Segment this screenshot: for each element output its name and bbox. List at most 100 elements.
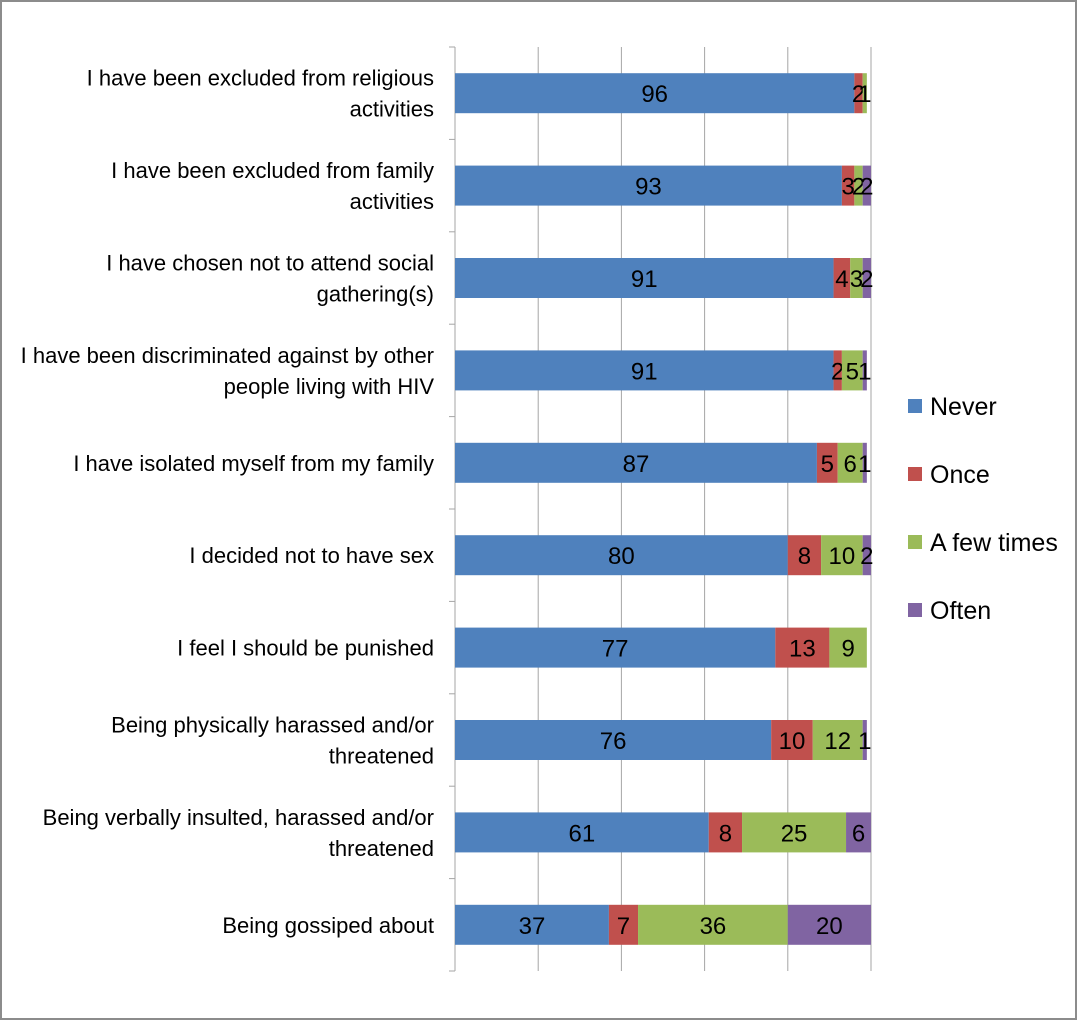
legend: Never Once A few times Often xyxy=(908,393,1058,625)
bar-segment xyxy=(862,720,867,760)
bar-segment xyxy=(862,442,867,483)
category-label: threatened xyxy=(329,836,434,861)
bar-segment xyxy=(837,442,863,483)
category-label: threatened xyxy=(329,744,434,769)
bar-segment xyxy=(455,627,776,668)
category-label: I have chosen not to attend social xyxy=(106,251,434,276)
data-label: 5 xyxy=(821,451,834,478)
bar-segment xyxy=(862,535,871,576)
bar-segment xyxy=(850,258,863,298)
bar-segment xyxy=(455,258,834,298)
category-labels: I have been excluded from religious activ… xyxy=(21,66,435,938)
data-label: 6 xyxy=(844,451,857,478)
data-label: 10 xyxy=(829,543,856,570)
data-label: 37 xyxy=(519,913,546,940)
category-label: I have been excluded from family xyxy=(111,158,434,183)
data-label: 6 xyxy=(852,820,865,847)
bar-segment xyxy=(775,627,830,668)
data-label: 1 xyxy=(858,81,871,108)
bar-segment xyxy=(455,165,842,206)
category-label: Being physically harassed and/or xyxy=(111,713,434,738)
bar-segment xyxy=(742,812,847,853)
data-label: 80 xyxy=(608,543,635,570)
category-label: I have been excluded from religious xyxy=(87,66,434,91)
data-label: 9 xyxy=(841,636,854,663)
bar-segment xyxy=(787,904,871,945)
category-axis xyxy=(449,46,456,972)
data-label: 8 xyxy=(798,543,811,570)
bar-segment xyxy=(812,720,863,760)
legend-label: Never xyxy=(930,393,997,421)
bar-segment xyxy=(455,535,788,576)
data-label: 2 xyxy=(852,81,865,108)
category-label: I have isolated myself from my family xyxy=(73,451,434,476)
bar-segment xyxy=(821,535,863,576)
bar-segment xyxy=(841,350,863,391)
bar-segment xyxy=(816,442,838,483)
data-label: 2 xyxy=(831,358,844,385)
category-label: Being gossiped about xyxy=(222,913,434,938)
category-label: I feel I should be punished xyxy=(177,636,434,661)
legend-label: Once xyxy=(930,461,990,489)
bar-segment xyxy=(787,535,822,576)
data-label: 5 xyxy=(846,358,859,385)
data-label: 77 xyxy=(602,636,629,663)
legend-label: A few times xyxy=(930,529,1058,557)
data-label: 93 xyxy=(635,174,662,201)
legend-swatch xyxy=(908,603,922,617)
bar-segment xyxy=(455,720,772,760)
data-label: 1 xyxy=(858,451,871,478)
legend-swatch xyxy=(908,467,922,481)
data-label: 87 xyxy=(623,451,650,478)
legend-label: Often xyxy=(930,597,991,625)
data-label: 2 xyxy=(860,543,873,570)
data-label: 2 xyxy=(852,174,865,201)
bar-segment xyxy=(846,812,871,853)
bar-segment xyxy=(862,73,867,114)
bar-segment xyxy=(854,165,863,206)
data-label: 8 xyxy=(719,820,732,847)
category-label: activities xyxy=(350,189,434,214)
bar-segment xyxy=(862,350,867,391)
data-label: 13 xyxy=(789,636,816,663)
bar-segment xyxy=(862,258,871,298)
data-label: 7 xyxy=(617,913,630,940)
data-label: 3 xyxy=(841,174,854,201)
category-label: gathering(s) xyxy=(317,282,434,307)
data-label: 96 xyxy=(641,81,668,108)
bar-segment xyxy=(841,165,855,206)
bar-segment xyxy=(829,627,867,668)
data-label: 10 xyxy=(779,728,806,755)
data-label: 2 xyxy=(860,174,873,201)
data-label: 91 xyxy=(631,358,658,385)
bar-segment xyxy=(608,904,639,945)
bar-segment xyxy=(862,165,871,206)
data-label: 2 xyxy=(860,266,873,293)
bar-segment xyxy=(455,73,855,114)
data-label: 25 xyxy=(781,820,808,847)
data-label: 12 xyxy=(824,728,851,755)
data-label: 1 xyxy=(858,728,871,755)
data-label: 36 xyxy=(700,913,727,940)
bar-segment xyxy=(854,73,863,114)
bar-segment xyxy=(455,812,709,853)
category-label: Being verbally insulted, harassed and/or xyxy=(43,805,434,830)
bar-segment xyxy=(771,720,813,760)
category-label: activities xyxy=(350,97,434,122)
legend-swatch xyxy=(908,535,922,549)
bar-segment xyxy=(455,904,609,945)
bar-segment xyxy=(638,904,788,945)
data-label: 3 xyxy=(850,266,863,293)
category-label: I have been discriminated against by oth… xyxy=(21,343,434,368)
data-label: 4 xyxy=(835,266,848,293)
bar-segment xyxy=(708,812,743,853)
bar-segment xyxy=(455,350,834,391)
legend-swatch xyxy=(908,399,922,413)
bar-segment xyxy=(833,350,842,391)
category-label: people living with HIV xyxy=(224,374,435,399)
data-label: 1 xyxy=(858,358,871,385)
category-label: I decided not to have sex xyxy=(189,543,434,568)
